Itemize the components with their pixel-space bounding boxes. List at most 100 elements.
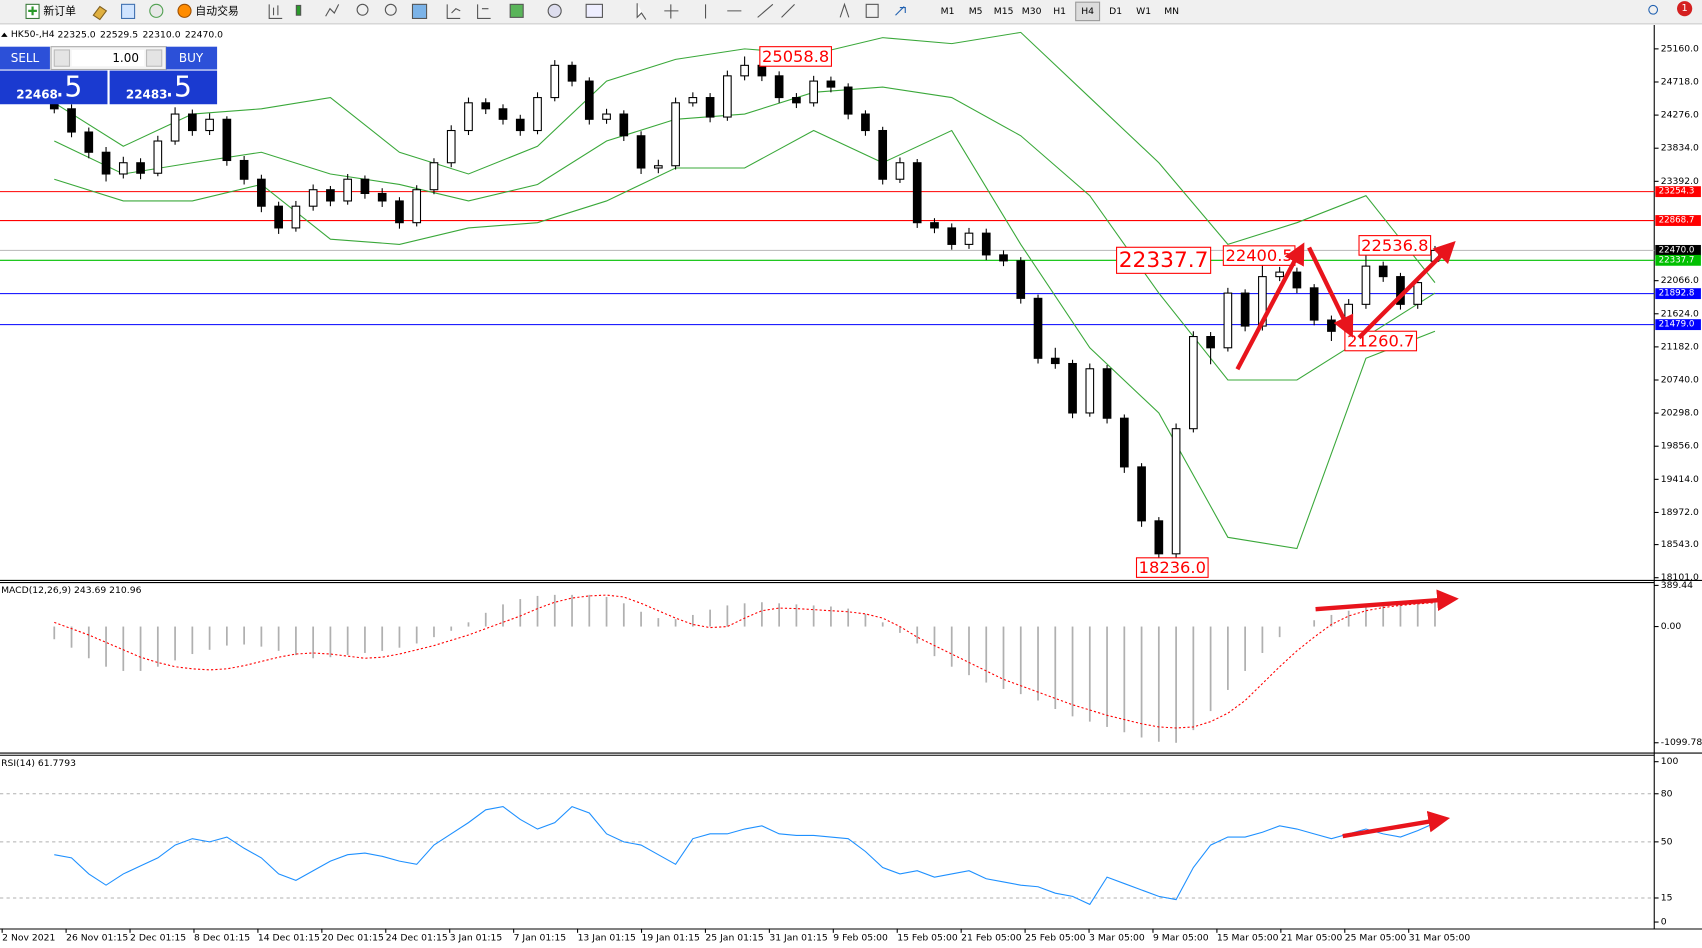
icon[interactable] (547, 3, 562, 18)
toolbar-icons[interactable] (268, 2, 1659, 20)
rsi-title: RSI(14) 61.7793 (1, 758, 76, 769)
icon[interactable] (356, 3, 369, 16)
timeframe-button[interactable]: M15 (994, 6, 1014, 17)
price-level-label: 21892.8 (1659, 289, 1695, 299)
bid-box[interactable] (0, 70, 108, 105)
timeframe-button[interactable]: MN (1164, 6, 1179, 17)
candle-body (999, 254, 1008, 262)
candle-body (912, 162, 922, 224)
icon[interactable] (1648, 4, 1659, 15)
icon[interactable] (268, 4, 283, 20)
candle-body (429, 162, 439, 191)
candle-body (602, 113, 611, 120)
candle-body (1102, 368, 1112, 419)
y-tick-label: 23392.0 (1661, 176, 1699, 187)
chart-symbol: HK50-,H4 (11, 29, 55, 40)
icon[interactable] (585, 3, 603, 18)
bollinger-band (54, 129, 1436, 550)
icon[interactable] (295, 4, 302, 16)
icon[interactable] (636, 3, 647, 20)
candle-body (1016, 260, 1026, 299)
annotation-label: 18236.0 (1139, 558, 1206, 577)
icon[interactable] (895, 6, 906, 16)
icon[interactable] (664, 4, 679, 19)
icon[interactable] (325, 4, 340, 17)
candle-body (1171, 428, 1181, 555)
auto-trading-label: 自动交易 (195, 3, 238, 17)
price-level-label: 23254.3 (1659, 187, 1695, 197)
bid-price: 22468 (16, 87, 58, 101)
new-order-button[interactable]: 新订单 (25, 3, 76, 20)
arrow (1357, 240, 1456, 340)
macd-signal-line (54, 594, 1436, 729)
drawn-arrows (1235, 240, 1459, 839)
time-label: 15 Mar 05:00 (1217, 933, 1279, 944)
volume-up[interactable] (145, 49, 163, 67)
arrow (1235, 242, 1305, 371)
notification[interactable]: 1 (1677, 1, 1693, 17)
candle-body (636, 135, 646, 169)
candle-body (843, 86, 853, 115)
y-tick-label: 25160.0 (1661, 43, 1699, 54)
icon[interactable] (839, 2, 850, 18)
icon[interactable] (446, 4, 461, 20)
price-level-label: 21479.0 (1659, 320, 1695, 330)
timeframe-button[interactable]: D1 (1109, 6, 1122, 17)
candle-body (619, 113, 629, 137)
buy-button[interactable] (166, 46, 218, 70)
timeframe-button[interactable]: H4 (1081, 6, 1094, 17)
timeframe-button[interactable]: M30 (1022, 6, 1042, 17)
timeframe-button[interactable]: W1 (1136, 6, 1151, 17)
notification-badge (1677, 1, 1693, 17)
icon[interactable] (509, 3, 524, 18)
y-tick-label: 15 (1661, 892, 1673, 903)
candle-body (222, 118, 232, 162)
candle-body (792, 97, 801, 104)
header-arrow (1, 32, 8, 37)
candle-body (964, 232, 974, 245)
time-label: 9 Mar 05:00 (1153, 933, 1209, 944)
candle-body (84, 131, 94, 153)
icon[interactable] (865, 3, 879, 18)
time-label: 19 Jan 01:15 (642, 933, 700, 944)
candle-body (1327, 319, 1336, 332)
time-label: 21 Feb 05:00 (961, 933, 1022, 944)
y-tick-label: 21624.0 (1661, 308, 1699, 319)
icon[interactable] (705, 3, 795, 19)
candle-body (1085, 368, 1095, 414)
time-label: 24 Dec 01:15 (386, 933, 448, 944)
candle-body (774, 75, 784, 99)
y-tick-label: 24718.0 (1661, 76, 1699, 87)
candle-body (360, 178, 370, 195)
y-tick-label: 50 (1661, 836, 1673, 847)
timeframe-button[interactable]: H1 (1053, 6, 1066, 17)
icon[interactable] (92, 5, 108, 21)
y-tick-label: 20740.0 (1661, 374, 1699, 385)
candle-body (153, 140, 163, 174)
candle-body (947, 227, 957, 245)
candle-body (1361, 265, 1371, 305)
volume-input[interactable] (71, 49, 145, 67)
icon[interactable] (477, 4, 491, 20)
icon[interactable] (411, 3, 428, 20)
candle-body (101, 151, 111, 175)
icon[interactable] (384, 3, 397, 16)
candle-body (257, 178, 266, 207)
candle-body (1378, 265, 1388, 278)
time-label: 25 Feb 05:00 (1025, 933, 1086, 944)
candle-body (757, 64, 767, 77)
icon[interactable] (121, 3, 136, 20)
candle-body (550, 64, 560, 99)
icon[interactable] (149, 3, 164, 18)
candle-body (308, 189, 318, 207)
volume-value: 1.00 (112, 51, 139, 65)
timeframe-button[interactable]: M1 (941, 6, 955, 17)
sell-button[interactable] (0, 46, 50, 70)
volume-down[interactable] (53, 49, 71, 67)
price-level-tag (1655, 288, 1701, 300)
timeframe-button[interactable]: M5 (969, 6, 983, 17)
y-tick-label: 18101.0 (1661, 572, 1699, 583)
auto-trading-button[interactable]: 自动交易 (177, 3, 239, 18)
y-tick-label: 80 (1661, 788, 1673, 799)
ask-box[interactable] (109, 70, 218, 105)
